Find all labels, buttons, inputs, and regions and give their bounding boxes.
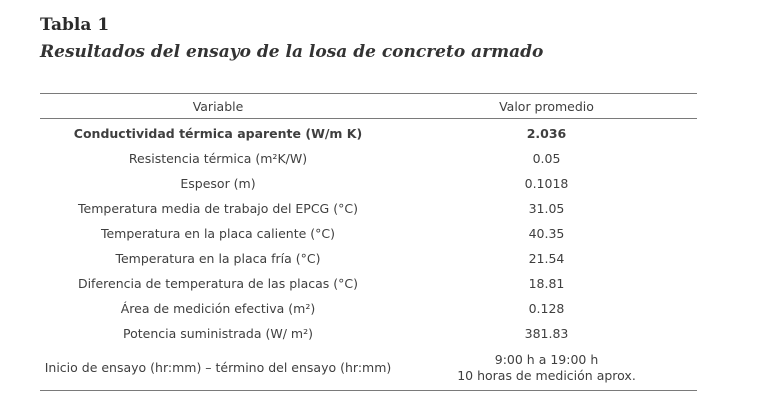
value-cell: 31.05 bbox=[528, 201, 565, 216]
variable-cell: Inicio de ensayo (hr:mm) – término del e… bbox=[40, 346, 396, 391]
variable-cell: Diferencia de temperatura de las placas … bbox=[77, 276, 359, 291]
variable-cell: Conductividad térmica aparente (W/m K) bbox=[73, 126, 363, 141]
value-cell: 0.1018 bbox=[524, 176, 569, 191]
value-cell-line-2: 10 horas de medición aprox. bbox=[457, 368, 636, 383]
value-cell: 21.54 bbox=[528, 251, 565, 266]
results-table: Variable Valor promedio Conductividad té… bbox=[40, 93, 697, 391]
variable-cell: Área de medición efectiva (m²) bbox=[120, 301, 316, 316]
value-cell: 0.128 bbox=[528, 301, 565, 316]
table-row: Diferencia de temperatura de las placas … bbox=[40, 271, 697, 296]
table-body: Conductividad térmica aparente (W/m K) 2… bbox=[40, 119, 697, 391]
table-caption: Resultados del ensayo de la losa de conc… bbox=[40, 42, 544, 62]
table-row: Temperatura media de trabajo del EPCG (°… bbox=[40, 196, 697, 221]
variable-cell: Espesor (m) bbox=[180, 176, 256, 191]
table-row: Resistencia térmica (m²K/W) 0.05 bbox=[40, 146, 697, 171]
variable-cell: Resistencia térmica (m²K/W) bbox=[128, 151, 308, 166]
column-header-variable: Variable bbox=[40, 93, 396, 119]
variable-cell: Temperatura media de trabajo del EPCG (°… bbox=[78, 201, 358, 216]
variable-cell: Potencia suministrada (W/ m²) bbox=[123, 326, 313, 341]
table-row: Área de medición efectiva (m²) 0.128 bbox=[40, 296, 697, 321]
value-cell: 381.83 bbox=[524, 326, 569, 341]
value-cell: 9:00 h a 19:00 h 10 horas de medición ap… bbox=[396, 346, 697, 391]
table-row: Conductividad térmica aparente (W/m K) 2… bbox=[40, 119, 697, 147]
table-row: Potencia suministrada (W/ m²) 381.83 bbox=[40, 321, 697, 346]
table-title: Tabla 1 bbox=[40, 15, 110, 35]
table-row: Espesor (m) 0.1018 bbox=[40, 171, 697, 196]
value-cell: 0.05 bbox=[532, 151, 561, 166]
table-row: Inicio de ensayo (hr:mm) – término del e… bbox=[40, 346, 697, 391]
value-cell: 40.35 bbox=[528, 226, 565, 241]
value-cell-line-1: 9:00 h a 19:00 h bbox=[494, 352, 599, 367]
table-row: Temperatura en la placa fría (°C) 21.54 bbox=[40, 246, 697, 271]
column-header-value: Valor promedio bbox=[396, 93, 697, 119]
value-cell: 2.036 bbox=[526, 126, 567, 141]
table-header: Variable Valor promedio bbox=[40, 93, 697, 119]
table-row: Temperatura en la placa caliente (°C) 40… bbox=[40, 221, 697, 246]
header-row: Variable Valor promedio bbox=[40, 93, 697, 119]
variable-cell: Temperatura en la placa fría (°C) bbox=[115, 251, 321, 266]
variable-cell: Temperatura en la placa caliente (°C) bbox=[100, 226, 336, 241]
value-cell: 18.81 bbox=[528, 276, 565, 291]
